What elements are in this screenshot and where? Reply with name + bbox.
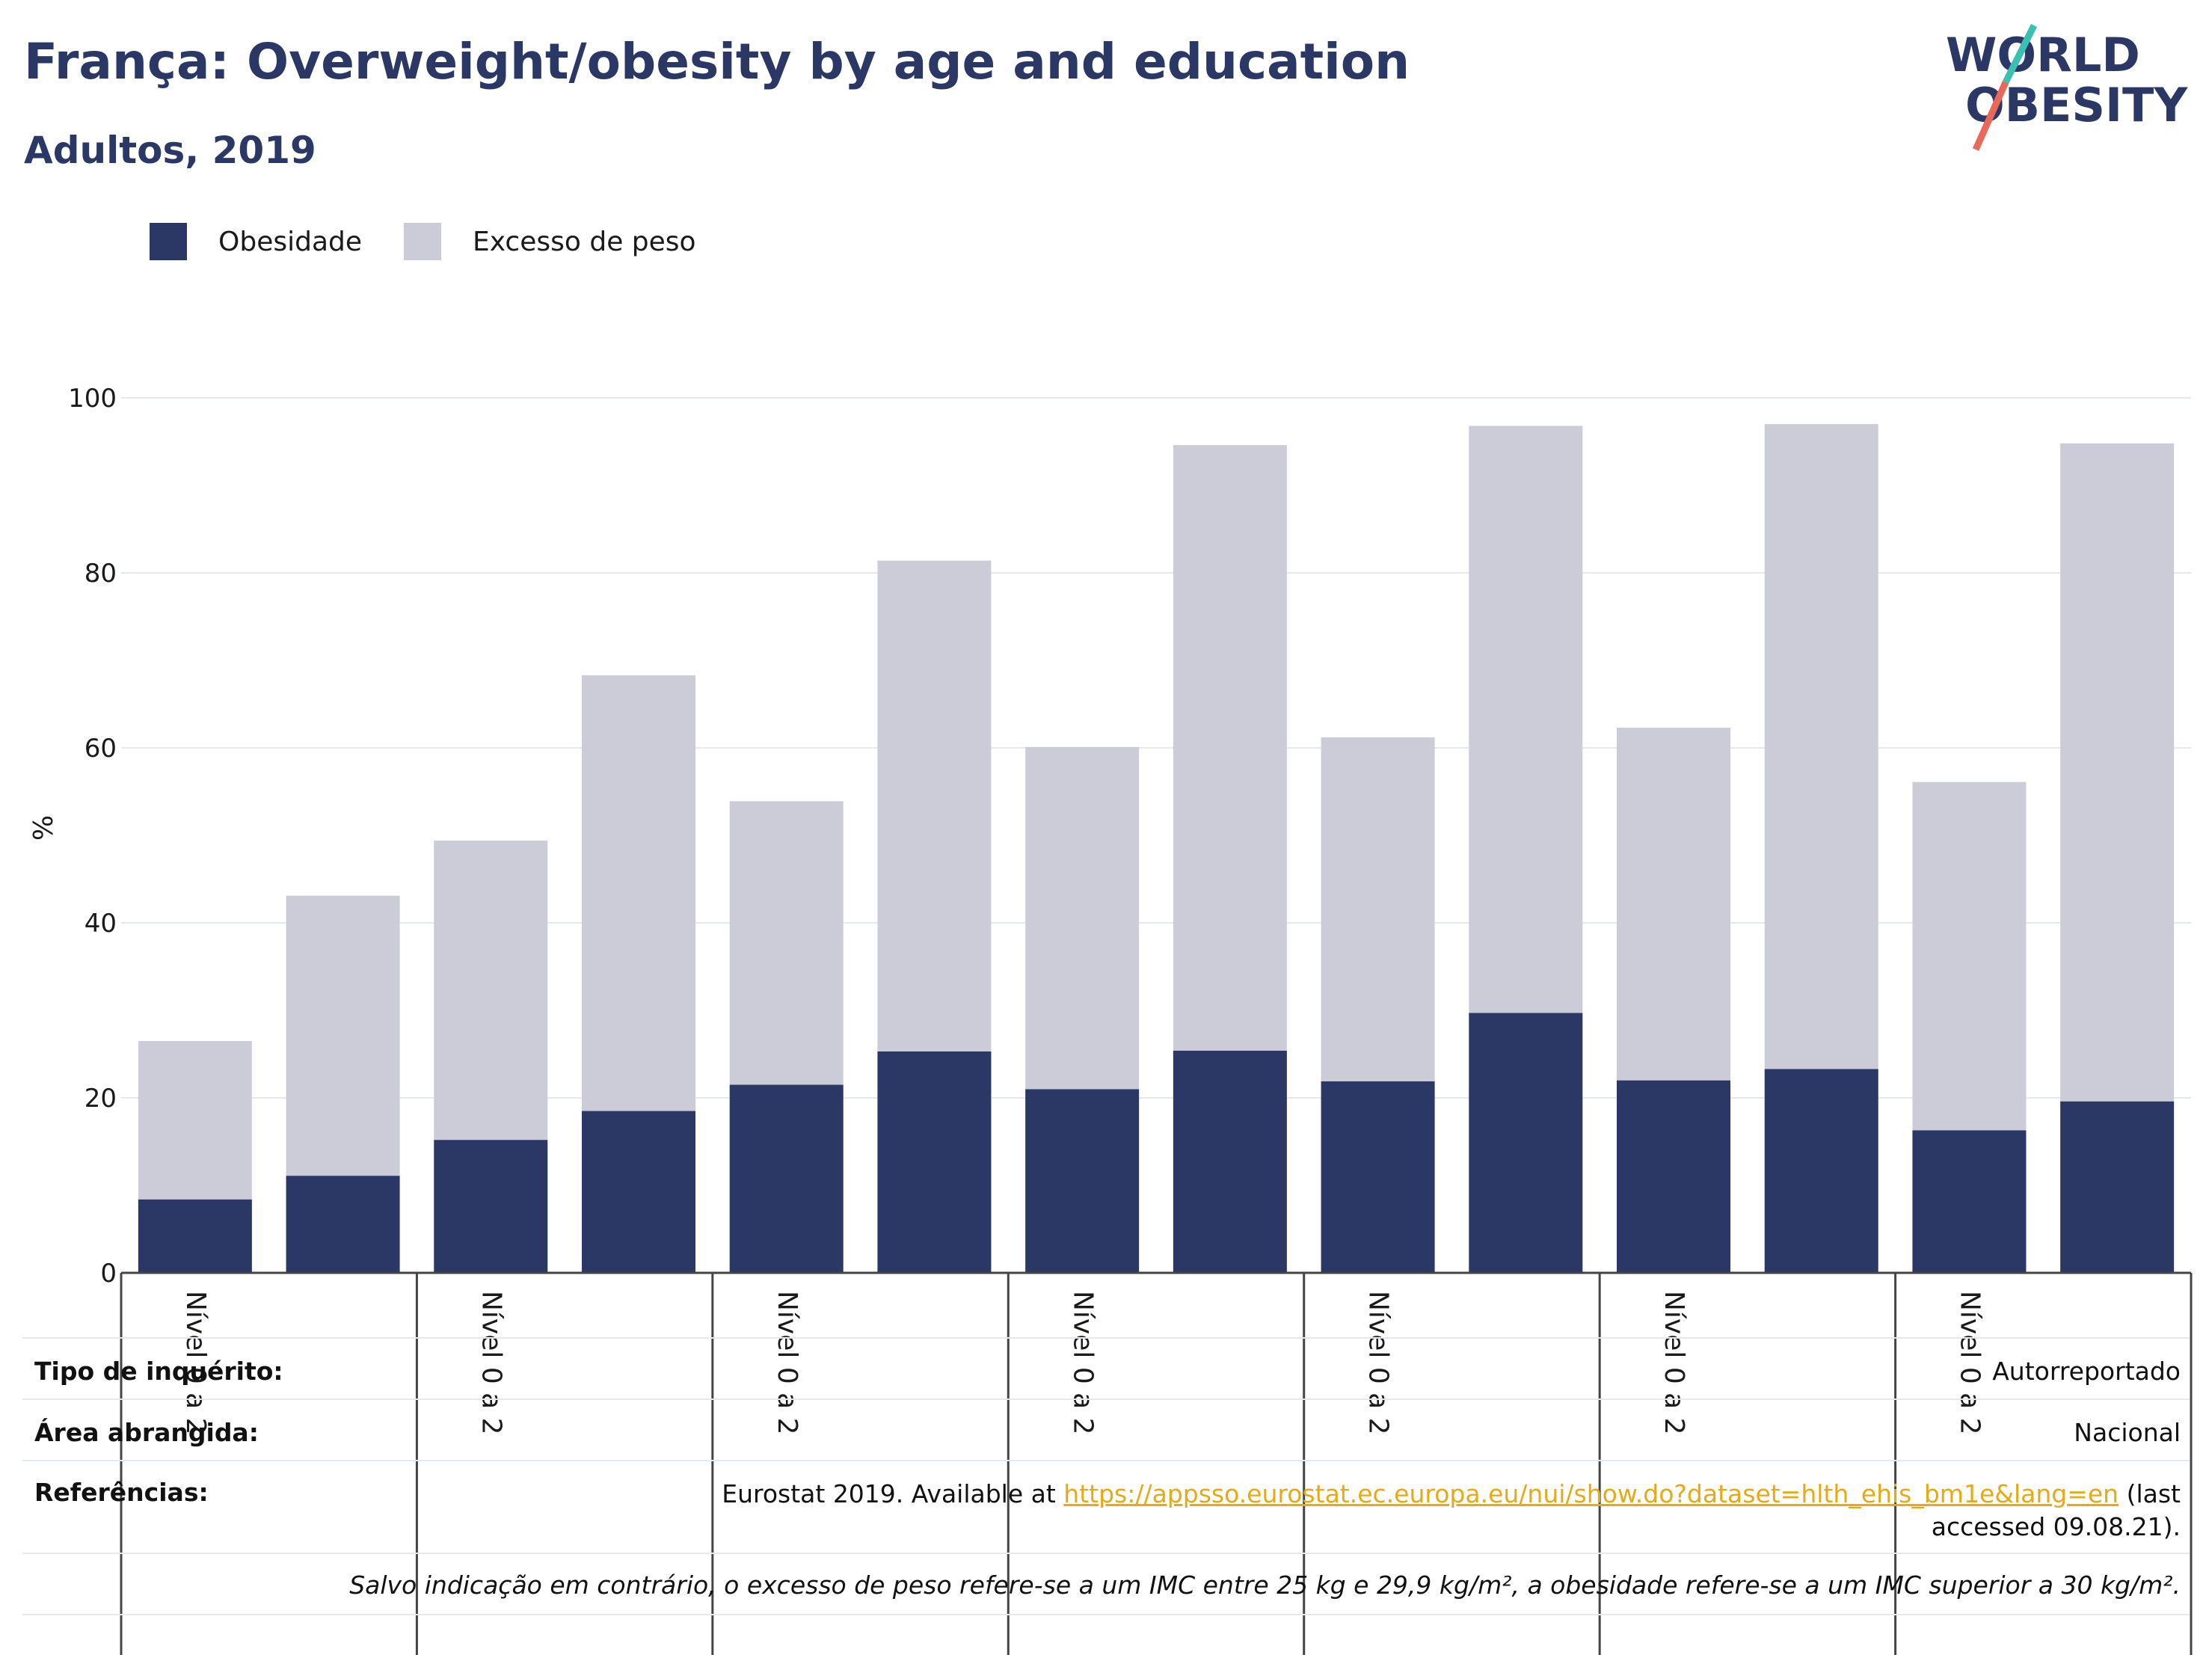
bar-segment-overweight[interactable] <box>582 675 695 1111</box>
grid-layer <box>121 397 2191 1099</box>
legend-label-obesity: Obesidade <box>218 226 363 257</box>
bar-segment-obesity[interactable] <box>2060 1101 2175 1273</box>
world-obesity-logo: WORLD OBESITY <box>1946 23 2188 151</box>
info-divider <box>22 1337 2190 1339</box>
bar-segment-obesity[interactable] <box>1764 1069 1878 1273</box>
x-group-label: Nível 0 a 2 <box>772 1291 802 1435</box>
bar-segment-overweight[interactable] <box>1173 445 1287 1051</box>
axis-layer: 0 20 40 60 80 100% Nível 0 a 2 Nível 0 a 2 Nível… <box>28 384 2193 1655</box>
bar-segment-obesity[interactable] <box>729 1084 844 1273</box>
legend-item-overweight[interactable]: Excesso de peso <box>404 223 696 260</box>
bar-segment-overweight[interactable] <box>2060 443 2175 1102</box>
bar-segment-obesity[interactable] <box>138 1199 252 1273</box>
x-group-label: Nível 0 a 2 <box>476 1291 506 1435</box>
info-divider <box>22 1398 2190 1400</box>
bar-segment-overweight[interactable] <box>1617 728 1730 1081</box>
x-group-label: Nível 0 a 2 <box>180 1291 211 1435</box>
x-group-label: Nível 0 a 2 <box>1363 1291 1394 1435</box>
bar-segment-overweight[interactable] <box>729 801 844 1085</box>
legend-swatch-obesity <box>150 223 187 260</box>
bar-segment-obesity[interactable] <box>582 1111 695 1273</box>
logo-word-world: WORLD <box>1946 28 2140 82</box>
bars-layer <box>138 424 2175 1273</box>
bar-segment-obesity[interactable] <box>286 1176 400 1273</box>
y-tick-label: 20 <box>85 1084 117 1114</box>
chart-subtitle: Adultos, 2019 <box>24 129 316 172</box>
bar-segment-overweight[interactable] <box>877 560 992 1051</box>
bar-segment-overweight[interactable] <box>1321 737 1435 1081</box>
chart-legend: Obesidade Excesso de peso <box>150 221 738 262</box>
bar-segment-obesity[interactable] <box>877 1051 992 1273</box>
legend-item-obesity[interactable]: Obesidade <box>150 223 362 260</box>
area-value: Nacional <box>2074 1418 2181 1447</box>
chart-title: França: Overweight/obesity by age and ed… <box>24 33 1410 90</box>
y-tick-label: 100 <box>68 384 117 414</box>
bar-segment-overweight[interactable] <box>1912 782 2027 1131</box>
x-group-label: Nível 0 a 2 <box>1659 1291 1689 1435</box>
bar-segment-overweight[interactable] <box>1469 426 1583 1013</box>
x-group-label: Nível 0 a 2 <box>1955 1291 1985 1435</box>
bar-segment-obesity[interactable] <box>1173 1050 1287 1273</box>
bar-segment-obesity[interactable] <box>1617 1080 1730 1273</box>
area-label: Área abrangida: <box>34 1418 259 1447</box>
bar-segment-obesity[interactable] <box>1025 1089 1140 1273</box>
bar-segment-obesity[interactable] <box>1469 1013 1583 1273</box>
x-group-label: Nível 0 a 2 <box>1067 1291 1098 1435</box>
info-divider <box>22 1553 2190 1554</box>
bar-segment-obesity[interactable] <box>434 1140 548 1273</box>
y-tick-label: 0 <box>100 1259 117 1289</box>
bar-segment-overweight[interactable] <box>286 895 400 1176</box>
info-divider <box>22 1460 2190 1461</box>
survey-type-label: Tipo de inquérito: <box>34 1357 283 1386</box>
bar-segment-overweight[interactable] <box>1025 746 1140 1090</box>
references-label: Referências: <box>34 1478 209 1507</box>
bar-segment-obesity[interactable] <box>1321 1081 1435 1273</box>
y-tick-label: 40 <box>85 909 117 939</box>
bar-segment-overweight[interactable] <box>1764 424 1878 1069</box>
bar-segment-overweight[interactable] <box>434 841 548 1140</box>
survey-type-value: Autorreportado <box>1992 1357 2181 1386</box>
info-divider <box>22 1614 2190 1615</box>
definition-note: Salvo indicação em contrário, o excesso … <box>349 1570 2181 1600</box>
bar-segment-obesity[interactable] <box>1912 1130 2027 1273</box>
y-axis-label: % <box>28 815 59 841</box>
references-link[interactable]: https://appsso.eurostat.ec.europa.eu/nui… <box>1063 1479 2119 1508</box>
y-tick-label: 60 <box>85 734 117 764</box>
bar-segment-overweight[interactable] <box>138 1040 252 1200</box>
legend-swatch-overweight <box>404 223 442 260</box>
references-prefix: Eurostat 2019. Available at <box>722 1479 1064 1508</box>
y-tick-label: 80 <box>85 559 117 589</box>
legend-label-overweight: Excesso de peso <box>473 226 696 257</box>
references-suffix: (last accessed 09.08.21). <box>1931 1479 2181 1541</box>
references-value: Eurostat 2019. Available at https://apps… <box>610 1478 2181 1544</box>
